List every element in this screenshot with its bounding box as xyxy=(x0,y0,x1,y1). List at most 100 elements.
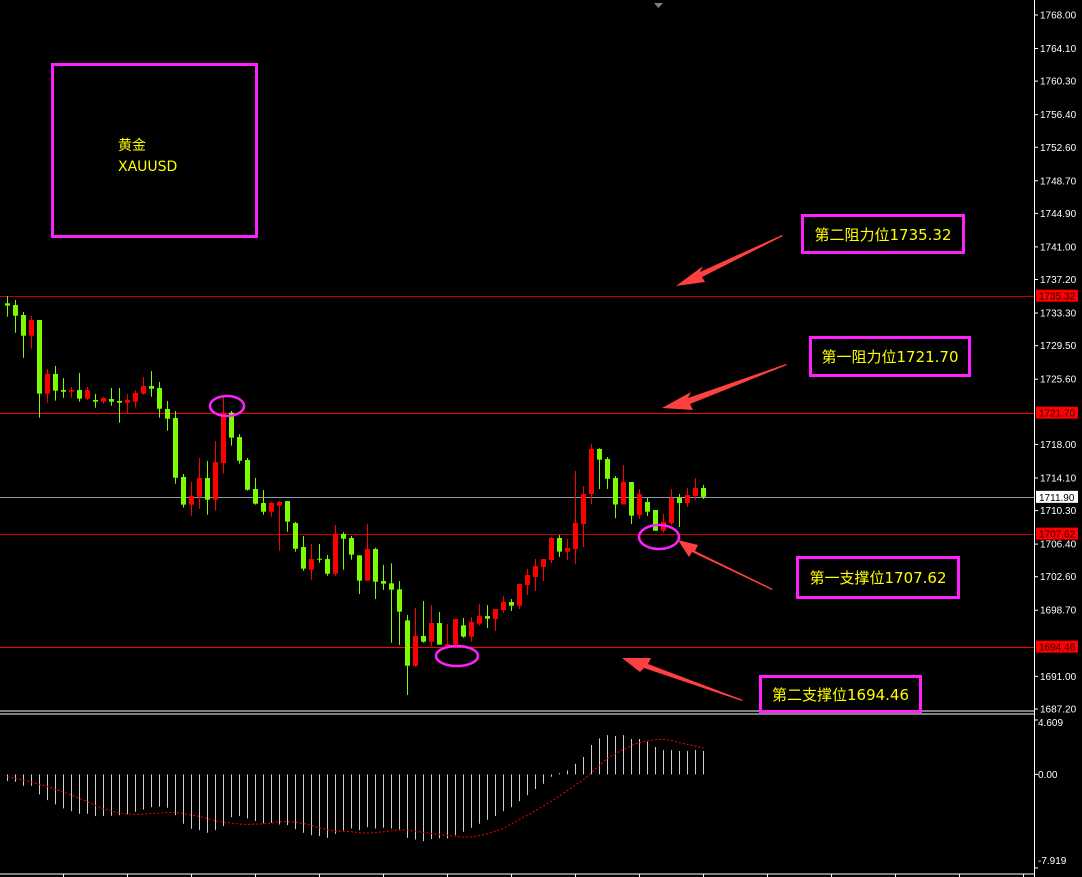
level-price-tag xyxy=(1036,406,1078,419)
candle-down xyxy=(205,461,210,515)
candle-body xyxy=(485,616,490,619)
current-price-tag xyxy=(1036,490,1078,503)
resistance-1-label: 第一阻力位1721.70 xyxy=(809,336,971,377)
candle-body xyxy=(549,537,554,560)
macd-tick-label: 4.609 xyxy=(1038,718,1063,729)
candle-up xyxy=(525,568,530,596)
candles xyxy=(5,296,706,695)
candle-up xyxy=(581,486,586,548)
candle-up xyxy=(693,478,698,501)
candle-body xyxy=(189,495,194,505)
price-tick-label: 1687.20 xyxy=(1040,705,1077,716)
candle-down xyxy=(173,411,178,484)
candle-body xyxy=(573,523,578,550)
level-price-tag-text: 1707.62 xyxy=(1039,530,1076,541)
price-tick-label: 1744.90 xyxy=(1040,209,1077,220)
candle-body xyxy=(653,509,658,531)
candle-body xyxy=(365,549,370,581)
candle-down xyxy=(77,372,82,402)
candle-down xyxy=(109,388,114,406)
candle-down xyxy=(245,458,250,491)
candle-up xyxy=(517,584,522,610)
candle-up xyxy=(85,386,90,401)
candle-down xyxy=(653,509,658,531)
support-2-label: 第二支撑位1694.46 xyxy=(759,675,922,713)
candle-body xyxy=(37,319,42,394)
candle-body xyxy=(517,584,522,606)
candle-body xyxy=(333,533,338,574)
chart-shift-marker-icon[interactable] xyxy=(654,3,663,8)
price-tick-label: 1714.10 xyxy=(1040,473,1077,484)
candle-down xyxy=(397,581,402,646)
candle-up xyxy=(101,396,106,404)
candle-down xyxy=(285,501,290,532)
candle-up xyxy=(197,458,202,509)
candle-down xyxy=(317,544,322,563)
price-tags: 1735.32 1721.70 1707.62 1694.46 1711.90 xyxy=(1036,289,1078,654)
macd-tick-label: -7.919 xyxy=(1038,856,1067,867)
candle-body xyxy=(61,390,66,392)
candle-up xyxy=(429,605,434,647)
candle-up xyxy=(413,607,418,667)
candle-up xyxy=(549,537,554,563)
candle-body xyxy=(93,400,98,402)
candle-down xyxy=(93,394,98,408)
level-price-tag xyxy=(1036,527,1078,540)
candle-down xyxy=(461,618,466,638)
candle-body xyxy=(285,501,290,522)
candle-up xyxy=(125,394,130,414)
candle-body xyxy=(389,583,394,590)
arrows xyxy=(622,235,787,701)
candle-down xyxy=(405,615,410,695)
candle-body xyxy=(645,502,650,512)
price-tick-label: 1737.20 xyxy=(1040,275,1077,286)
resistance-2-label: 第二阻力位1735.32 xyxy=(801,214,965,254)
candle-body xyxy=(5,303,10,306)
price-tick-label: 1729.50 xyxy=(1040,341,1077,352)
candle-up xyxy=(565,538,570,560)
candle-down xyxy=(325,554,330,576)
candle-up xyxy=(69,386,74,398)
symbol-code: XAUUSD xyxy=(118,159,178,175)
candle-body xyxy=(69,390,74,392)
candle-body xyxy=(533,565,538,577)
candle-body xyxy=(477,616,482,624)
price-tick-label: 1752.60 xyxy=(1040,143,1077,154)
level-lines xyxy=(0,296,1034,648)
price-tick-label: 1768.00 xyxy=(1040,11,1077,22)
arrow-icon xyxy=(622,658,743,701)
candle-body xyxy=(245,460,250,490)
candle-down xyxy=(293,522,298,552)
candle-body xyxy=(21,315,26,336)
candle-body xyxy=(525,575,530,586)
candle-down xyxy=(253,478,258,505)
candle-body xyxy=(597,449,602,460)
candle-body xyxy=(293,523,298,549)
price-tick-label: 1710.30 xyxy=(1040,506,1077,517)
candle-body xyxy=(493,609,498,619)
candle-body xyxy=(413,635,418,666)
candle-body xyxy=(29,319,34,336)
candle-body xyxy=(349,537,354,555)
candle-up xyxy=(213,441,218,511)
arrow-icon xyxy=(676,235,783,286)
support-1-label: 第一支撑位1707.62 xyxy=(796,556,960,599)
candle-body xyxy=(381,581,386,584)
candle-down xyxy=(421,601,426,643)
macd-panel xyxy=(7,735,704,842)
candle-up xyxy=(445,624,450,647)
price-tick-label: 1733.30 xyxy=(1040,309,1077,320)
candle-down xyxy=(301,536,306,571)
candle-body xyxy=(605,459,610,479)
price-tick-label: 1748.70 xyxy=(1040,176,1077,187)
candle-down xyxy=(381,565,386,591)
candle-up xyxy=(541,559,546,582)
candle-body xyxy=(165,408,170,419)
candle-body xyxy=(621,481,626,505)
candle-down xyxy=(485,605,490,629)
candle-body xyxy=(357,555,362,581)
candle-body xyxy=(557,537,562,552)
candle-body xyxy=(53,374,58,391)
candle-down xyxy=(357,555,362,594)
